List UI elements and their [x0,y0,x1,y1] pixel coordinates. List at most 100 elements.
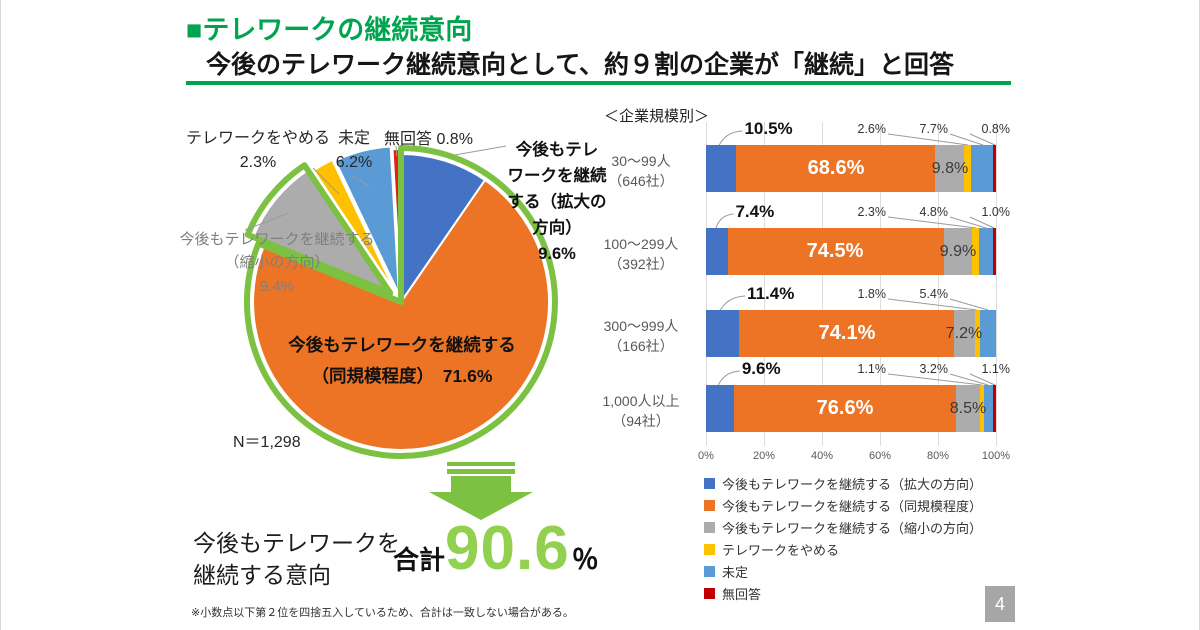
pie-label-continue-expand: 今後もテレ ワークを継続 する（拡大の 方向） 9.6% [507,141,607,263]
pie-continue-highlight-outline-gray [244,162,394,297]
legend-item: 無回答 [704,582,982,604]
bar-label-orange: 74.1% [818,322,876,344]
bar-callout-small: 4.8% [919,205,949,219]
pie-label-stop-telework: テレワークをやめる 2.3% [185,130,330,171]
page-number: 4 [985,586,1015,622]
legend-swatch-icon [704,565,715,577]
bar-row: 10.5% 2.6% 7.7% 0.8% 68.6% 9.8% [706,119,1010,193]
bar-category-label: 300〜999人 （166社） [603,318,679,354]
gridline [706,122,707,446]
sample-size-label: N＝1,298 [233,434,301,451]
pie-leader-line [395,145,398,157]
bar-segment [739,310,954,357]
legend-label: テレワークをやめる [722,542,840,558]
bar-callout-small: 2.6% [857,122,887,136]
down-arrow-icon [429,462,533,520]
bar-callout-small: 1.8% [857,287,887,301]
bar-segment [935,145,964,192]
pie-slice [312,158,397,294]
bar-segment [706,145,737,192]
bar-chart-heading: ＜企業規模別＞ [604,108,710,125]
legend-item: 未定 [704,560,982,582]
bar-callout-blue: 7.4% [735,202,775,221]
bar-segment [974,310,981,357]
bar-callout-small: 1.1% [981,362,1011,376]
bar-segment [706,228,728,275]
bar-segment [983,385,993,432]
bar-segment [963,145,972,192]
bar-segment [736,145,936,192]
bar-label-orange: 68.6% [807,157,865,179]
bar-segment [992,228,996,275]
bar-category-label: 100〜299人 （392社） [603,236,679,272]
axis-tick-label: 20% [752,450,776,462]
legend-label: 今後もテレワークを継続する（縮小の方向） [722,520,983,536]
legend-label: 未定 [722,564,749,580]
pie-leader-line [244,212,290,231]
bar-segment [992,385,996,432]
pie-leader-line [448,145,507,157]
bar-segment [706,385,734,432]
bar-segment [972,228,979,275]
pie-chart [243,145,558,459]
legend-swatch-icon [704,543,715,555]
legend-item: 今後もテレワークを継続する（縮小の方向） [704,516,982,538]
title-bullet-icon: ■ [186,15,203,45]
bar-callout-blue: 11.4% [747,284,795,303]
bar-callout-small: 1.1% [857,362,887,376]
bar-segment [971,145,994,192]
bar-segment [727,228,944,275]
bar-segment [733,385,956,432]
bar-callout-small: 0.8% [981,122,1011,136]
bar-callout-small: 3.2% [919,362,949,376]
legend-swatch-icon [704,499,715,511]
bar-category-label: 30〜99人 （646社） [608,153,674,189]
bar-callout-blue: 9.6% [741,359,781,378]
gridline [938,122,939,446]
stacked-bar [706,145,996,192]
axis-tick-label: 80% [926,450,950,462]
page-title: ■テレワークの継続意向 [186,8,472,47]
legend-label: 今後もテレワークを継続する（同規模程度） [722,498,983,514]
pie-slice [333,145,400,295]
legend-label: 今後もテレワークを継続する（拡大の方向） [722,476,983,492]
footnote: ※小数点以下第２位を四捨五入しているため、合計は一致しない場合がある。 [191,607,574,619]
bar-row: 7.4% 2.3% 4.8% 1.0% 74.5% 9.9% [706,202,1010,276]
pie-label-continue-same-scale: 今後もテレワークを継続する （同規模程度） 71.6% [288,335,516,386]
bar-segment [955,385,981,432]
bar-segment [993,145,996,192]
bar-chart-legend: 今後もテレワークを継続する（拡大の方向） 今後もテレワークを継続する（同規模程度… [704,472,982,604]
stacked-bar [706,385,996,432]
summary-lead-text: 今後もテレワークを 継続する意向 [193,530,400,589]
pie-leader-line [312,167,340,195]
bar-row: 9.6% 1.1% 3.2% 1.1% 76.6% 8.5% [706,359,1010,433]
bar-segment [706,310,740,357]
gridline [822,122,823,446]
pie-slice [252,178,551,451]
legend-item: 今後もテレワークを継続する（拡大の方向） [704,472,982,494]
bar-label-gray: 8.5% [949,400,987,417]
pie-label-continue-shrink: 今後もテレワークを継続する （縮小の方向） 9.4% [179,231,375,295]
bar-segment [978,228,993,275]
bar-label-orange: 76.6% [816,397,874,419]
bar-chart-gridlines [706,122,998,446]
summary-total-value: 90.6 [445,514,570,583]
pie-label-no-answer: 無回答 0.8% [384,131,473,148]
gridline [764,122,765,446]
bar-segment [943,228,973,275]
legend-swatch-icon [704,521,715,533]
bar-row: 11.4% 1.8% 5.4% 74.1% 7.2% [706,284,998,358]
bar-callout-blue: 10.5% [744,119,793,138]
page-subtitle: 今後のテレワーク継続意向として、約９割の企業が「継続」と回答 [206,51,955,79]
title-text: テレワークの継続意向 [202,15,473,45]
axis-tick-label: 40% [810,450,834,462]
bar-category-label: 1,000人以上 （94社） [602,393,680,429]
legend-swatch-icon [704,477,715,489]
summary-total: 合計 90.6 ％ [393,518,599,580]
axis-tick-label: 100% [981,450,1011,462]
pie-label-undecided: 未定 6.2% [335,130,373,171]
bar-segment [980,310,996,357]
legend-item: テレワークをやめる [704,538,982,560]
gridline [880,122,881,446]
